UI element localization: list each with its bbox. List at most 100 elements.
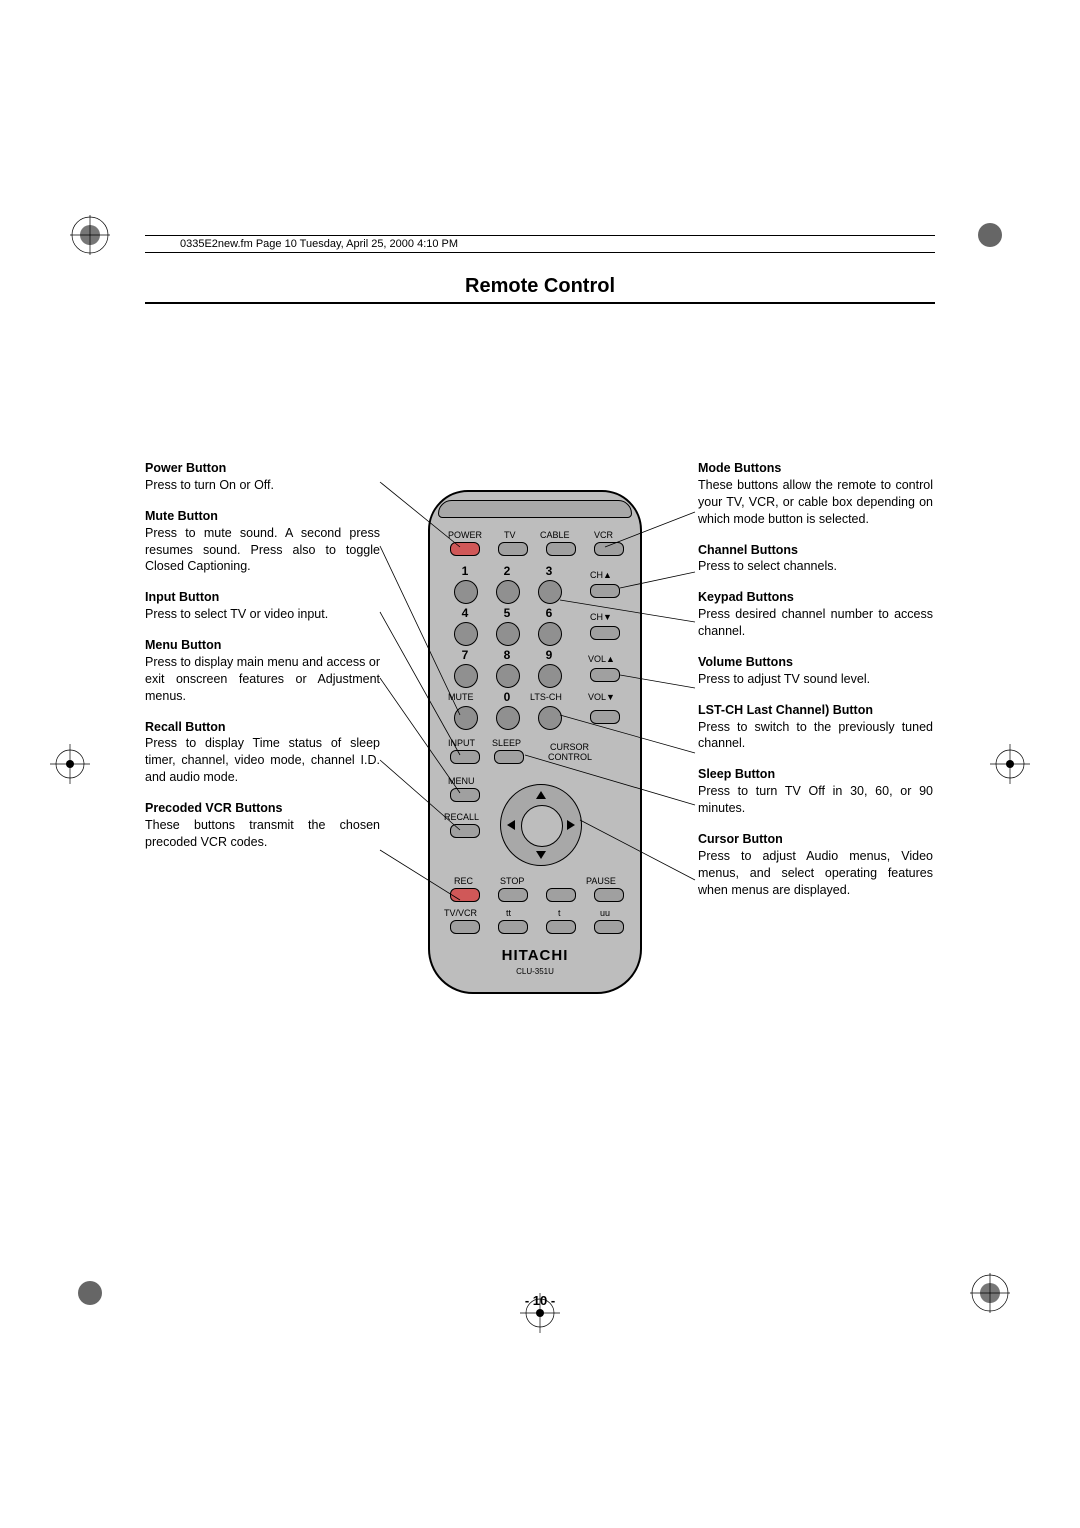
- stop-button[interactable]: [498, 888, 528, 902]
- section-volume: Volume ButtonsPress to adjust TV sound l…: [698, 654, 933, 688]
- num-label: 5: [496, 606, 518, 620]
- pause-button[interactable]: [594, 888, 624, 902]
- section-power: Power Button Press to turn On or Off.: [145, 460, 380, 494]
- left-column: Power Button Press to turn On or Off. Mut…: [145, 460, 380, 865]
- label-pause: PAUSE: [586, 876, 616, 886]
- keypad-6[interactable]: [538, 622, 562, 646]
- page-header: 0335E2new.fm Page 10 Tuesday, April 25, …: [145, 235, 935, 253]
- reg-mark-mr: [990, 744, 1030, 784]
- lst-ch-button[interactable]: [538, 706, 562, 730]
- page-container: 0335E2new.fm Page 10 Tuesday, April 25, …: [60, 60, 1020, 1468]
- section-keypad: Keypad Buttons Press desired channel numb…: [698, 589, 933, 640]
- section-title: Mute Button: [145, 509, 218, 523]
- label-vol-up: VOL▲: [588, 654, 615, 664]
- cursor-down-icon: [536, 851, 546, 859]
- section-body: Press desired channel number to access c…: [698, 607, 933, 638]
- section-menu: Menu ButtonPress to display main menu an…: [145, 637, 380, 705]
- label-recall: RECALL: [444, 812, 479, 822]
- section-mute: Mute Button Press to mute sound. A second…: [145, 508, 380, 576]
- channel-down-button[interactable]: [590, 626, 620, 640]
- channel-up-button[interactable]: [590, 584, 620, 598]
- rewind-button[interactable]: [498, 920, 528, 934]
- num-label: 8: [496, 648, 518, 662]
- cable-mode-button[interactable]: [546, 542, 576, 556]
- reg-mark-ml: [50, 744, 90, 784]
- section-channel: Channel ButtonsPress to select channels.: [698, 542, 933, 576]
- cursor-pad[interactable]: [500, 784, 582, 866]
- section-body: Press to select channels.: [698, 559, 837, 573]
- label-tt: tt: [506, 908, 511, 918]
- section-title: Cursor Button: [698, 832, 783, 846]
- section-sleep: Sleep Button Press to turn TV Off in 30, …: [698, 766, 933, 817]
- remote-control-diagram: POWER TV CABLE VCR 1 2 3 CH▲ 4 5 6 CH▼ 7…: [428, 490, 642, 994]
- tvvcr-button[interactable]: [450, 920, 480, 934]
- section-title: Recall Button: [145, 720, 226, 734]
- keypad-1[interactable]: [454, 580, 478, 604]
- keypad-7[interactable]: [454, 664, 478, 688]
- label-t: t: [558, 908, 561, 918]
- section-recall: Recall ButtonPress to display Time statu…: [145, 719, 380, 787]
- model-label: CLU-351U: [430, 967, 640, 976]
- page-number: - 10 -: [60, 1293, 1020, 1308]
- label-ch-up: CH▲: [590, 570, 612, 580]
- rec-button[interactable]: [450, 888, 480, 902]
- num-label: 9: [538, 648, 560, 662]
- section-title: Power Button: [145, 461, 226, 475]
- section-body: These buttons transmit the chosen precod…: [145, 818, 380, 849]
- keypad-2[interactable]: [496, 580, 520, 604]
- keypad-4[interactable]: [454, 622, 478, 646]
- section-title: Keypad Buttons: [698, 590, 794, 604]
- vcr-mode-button[interactable]: [594, 542, 624, 556]
- label-stop: STOP: [500, 876, 524, 886]
- volume-up-button[interactable]: [590, 668, 620, 682]
- section-body: Press to turn TV Off in 30, 60, or 90 mi…: [698, 784, 933, 815]
- section-body: These buttons allow the remote to contro…: [698, 478, 933, 526]
- label-uu: uu: [600, 908, 610, 918]
- menu-button[interactable]: [450, 788, 480, 802]
- input-button[interactable]: [450, 750, 480, 764]
- power-button[interactable]: [450, 542, 480, 556]
- label-mute: MUTE: [448, 692, 474, 702]
- label-sleep: SLEEP: [492, 738, 521, 748]
- right-column: Mode Buttons These buttons allow the remo…: [698, 460, 933, 912]
- sleep-button[interactable]: [494, 750, 524, 764]
- section-body: Press to mute sound. A second press resu…: [145, 526, 380, 574]
- tv-mode-button[interactable]: [498, 542, 528, 556]
- keypad-0[interactable]: [496, 706, 520, 730]
- section-body: Press to turn On or Off.: [145, 478, 274, 492]
- cursor-left-icon: [507, 820, 515, 830]
- cursor-up-icon: [536, 791, 546, 799]
- recall-button[interactable]: [450, 824, 480, 838]
- volume-down-button[interactable]: [590, 710, 620, 724]
- section-mode: Mode Buttons These buttons allow the remo…: [698, 460, 933, 528]
- section-title: Sleep Button: [698, 767, 775, 781]
- label-rec: REC: [454, 876, 473, 886]
- section-body: Press to select TV or video input.: [145, 607, 328, 621]
- label-tv: TV: [504, 530, 516, 540]
- play-button[interactable]: [546, 888, 576, 902]
- keypad-3[interactable]: [538, 580, 562, 604]
- label-menu: MENU: [448, 776, 475, 786]
- keypad-9[interactable]: [538, 664, 562, 688]
- section-body: Press to adjust Audio menus, Video menus…: [698, 849, 933, 897]
- num-label: 2: [496, 564, 518, 578]
- mute-button[interactable]: [454, 706, 478, 730]
- num-label: 3: [538, 564, 560, 578]
- section-title: Input Button: [145, 590, 219, 604]
- play2-button[interactable]: [546, 920, 576, 934]
- brand-label: HITACHI: [430, 947, 640, 964]
- section-lstch: LST-CH Last Channel) ButtonPress to swit…: [698, 702, 933, 753]
- section-body: Press to switch to the previously tuned …: [698, 720, 933, 751]
- ffwd-button[interactable]: [594, 920, 624, 934]
- section-title: Precoded VCR Buttons: [145, 801, 283, 815]
- keypad-8[interactable]: [496, 664, 520, 688]
- section-title: Mode Buttons: [698, 461, 781, 475]
- num-label: 0: [496, 690, 518, 704]
- page-title: Remote Control: [145, 275, 935, 304]
- num-label: 4: [454, 606, 476, 620]
- label-vol-down: VOL▼: [588, 692, 615, 702]
- keypad-5[interactable]: [496, 622, 520, 646]
- label-tvvcr: TV/VCR: [444, 908, 477, 918]
- section-title: Menu Button: [145, 638, 221, 652]
- section-cursor: Cursor Button Press to adjust Audio menus…: [698, 831, 933, 899]
